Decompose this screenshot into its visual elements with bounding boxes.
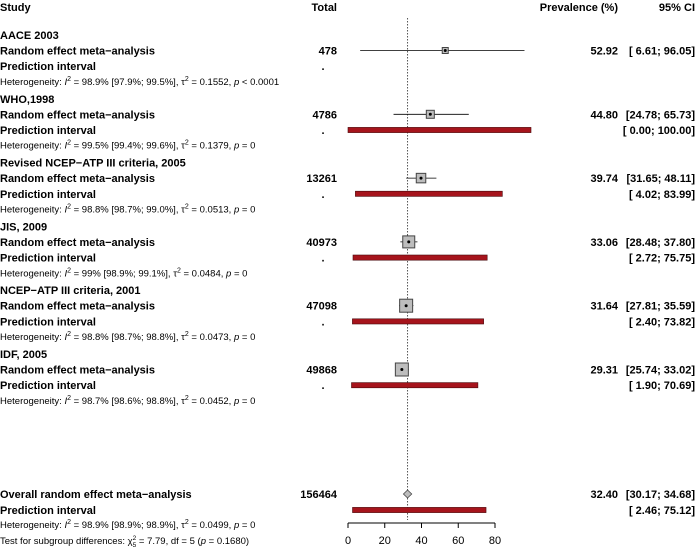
header-prevalence: Prevalence (%) [540,2,619,14]
x-tick-label: 60 [452,535,464,547]
random-effect-label: Random effect meta−analysis [0,46,155,58]
total-n: 49868 [306,365,337,377]
heterogeneity-text: Heterogeneity: I2 = 98.8% [98.7%; 98.8%]… [0,331,255,343]
subgroup-name: WHO,1998 [0,94,54,106]
prediction-interval-label: Prediction interval [0,380,96,392]
estimate-point [407,240,411,244]
heterogeneity-text: Heterogeneity: I2 = 99% [98.9%; 99.1%], … [0,267,247,279]
subgroup-4: JIS, 2009 Random effect meta−analysis Pred… [0,221,695,279]
header-study: Study [0,2,31,14]
prevalence-value: 31.64 [590,301,618,313]
total-n: 478 [319,46,337,58]
total-n: 4786 [313,109,337,121]
pi-dot: . [321,253,324,265]
subgroup-name: Revised NCEP−ATP III criteria, 2005 [0,158,186,170]
estimate-point [419,176,423,180]
ci-value: [28.48; 37.80] [626,237,695,249]
pi-value: [ 2.72; 75.75] [629,253,695,265]
pi-dot: . [321,316,324,328]
overall-diamond [402,489,413,499]
x-tick-label: 80 [489,535,501,547]
heterogeneity-text: Heterogeneity: I2 = 98.9% [97.9%; 99.5%]… [0,76,279,88]
pi-value: [ 0.00; 100.00] [623,125,695,137]
subgroup-test-text: Test for subgroup differences: χ2 5 = 7.7… [0,535,249,547]
subgroup-name: JIS, 2009 [0,221,47,233]
subgroup-name: IDF, 2005 [0,349,47,361]
estimate-point [428,112,432,116]
random-effect-label: Random effect meta−analysis [0,365,155,377]
estimate-point [400,368,404,371]
x-tick-label: 40 [415,535,427,547]
subgroup-3: Revised NCEP−ATP III criteria, 2005 Rando… [0,158,695,216]
total-n: 13261 [306,173,337,185]
subgroup-6: IDF, 2005 Random effect meta−analysis Pred… [0,349,695,407]
pi-dot: . [321,189,324,201]
prevalence-value: 33.06 [590,237,618,249]
random-effect-label: Random effect meta−analysis [0,173,155,185]
ci-value: [ 6.61; 96.05] [629,46,695,58]
prediction-interval-bar [352,254,488,261]
x-tick-label: 20 [379,535,391,547]
heterogeneity-text: Heterogeneity: I2 = 98.7% [98.6%; 98.8%]… [0,395,255,407]
subgroup-name: AACE 2003 [0,30,59,42]
overall-total: 156464 [300,489,338,501]
prediction-interval-bar [355,190,503,197]
header-ci: 95% CI [659,2,695,14]
pi-dot: . [321,380,324,392]
header-total: Total [312,2,337,14]
overall-heterogeneity-text: Heterogeneity: I2 = 98.9% [98.9%; 98.9%]… [0,519,255,531]
ci-value: [24.78; 65.73] [626,109,695,121]
subgroup-1: AACE 2003 Random effect meta−analysis Pred… [0,30,695,88]
estimate-point [443,49,447,52]
overall-ci: [30.17; 34.68] [626,489,695,501]
header-row: Study Total Prevalence (%) 95% CI [0,2,695,14]
x-tick-label: 0 [345,535,351,547]
overall-prediction-interval-bar [352,507,487,513]
heterogeneity-text: Heterogeneity: I2 = 99.5% [99.4%; 99.6%]… [0,140,255,152]
subgroup-5: NCEP−ATP III criteria, 2001 Random effect… [0,285,695,343]
pi-dot: . [321,61,324,73]
overall-prevalence: 32.40 [590,489,618,501]
overall-row: Overall random effect meta−analysis Predi… [0,489,695,547]
random-effect-label: Random effect meta−analysis [0,109,155,121]
heterogeneity-text: Heterogeneity: I2 = 98.8% [98.7%; 99.0%]… [0,204,255,216]
overall-pi-label: Prediction interval [0,505,96,517]
prediction-interval-label: Prediction interval [0,316,96,328]
total-n: 40973 [306,237,337,249]
subgroup-name: NCEP−ATP III criteria, 2001 [0,285,141,297]
ci-value: [27.81; 35.59] [626,301,695,313]
prediction-interval-label: Prediction interval [0,253,96,265]
total-n: 47098 [306,301,337,313]
ci-value: [25.74; 33.02] [626,365,695,377]
overall-pi-value: [ 2.46; 75.12] [629,505,695,517]
prevalence-value: 44.80 [590,109,618,121]
prediction-interval-label: Prediction interval [0,189,96,201]
overall-label: Overall random effect meta−analysis [0,489,192,501]
random-effect-label: Random effect meta−analysis [0,301,155,313]
prediction-interval-label: Prediction interval [0,125,96,137]
subgroup-2: WHO,1998 Random effect meta−analysis Predi… [0,94,695,152]
pi-value: [ 2.40; 73.82] [629,316,695,328]
prevalence-value: 39.74 [590,173,618,185]
prevalence-value: 29.31 [590,365,618,377]
estimate-point [404,304,408,308]
pi-dot: . [321,125,324,137]
prediction-interval-bar [351,382,479,389]
ci-value: [31.65; 48.11] [627,173,696,185]
prediction-interval-bar [352,318,484,325]
prevalence-value: 52.92 [590,46,618,58]
pi-value: [ 1.90; 70.69] [629,380,695,392]
pi-value: [ 4.02; 83.99] [629,189,695,201]
prediction-interval-bar [347,127,532,133]
prediction-interval-label: Prediction interval [0,61,96,73]
subgroup-rows: AACE 2003 Random effect meta−analysis Pred… [0,30,695,407]
random-effect-label: Random effect meta−analysis [0,237,155,249]
x-axis: 0 20 40 60 80 [345,522,501,547]
